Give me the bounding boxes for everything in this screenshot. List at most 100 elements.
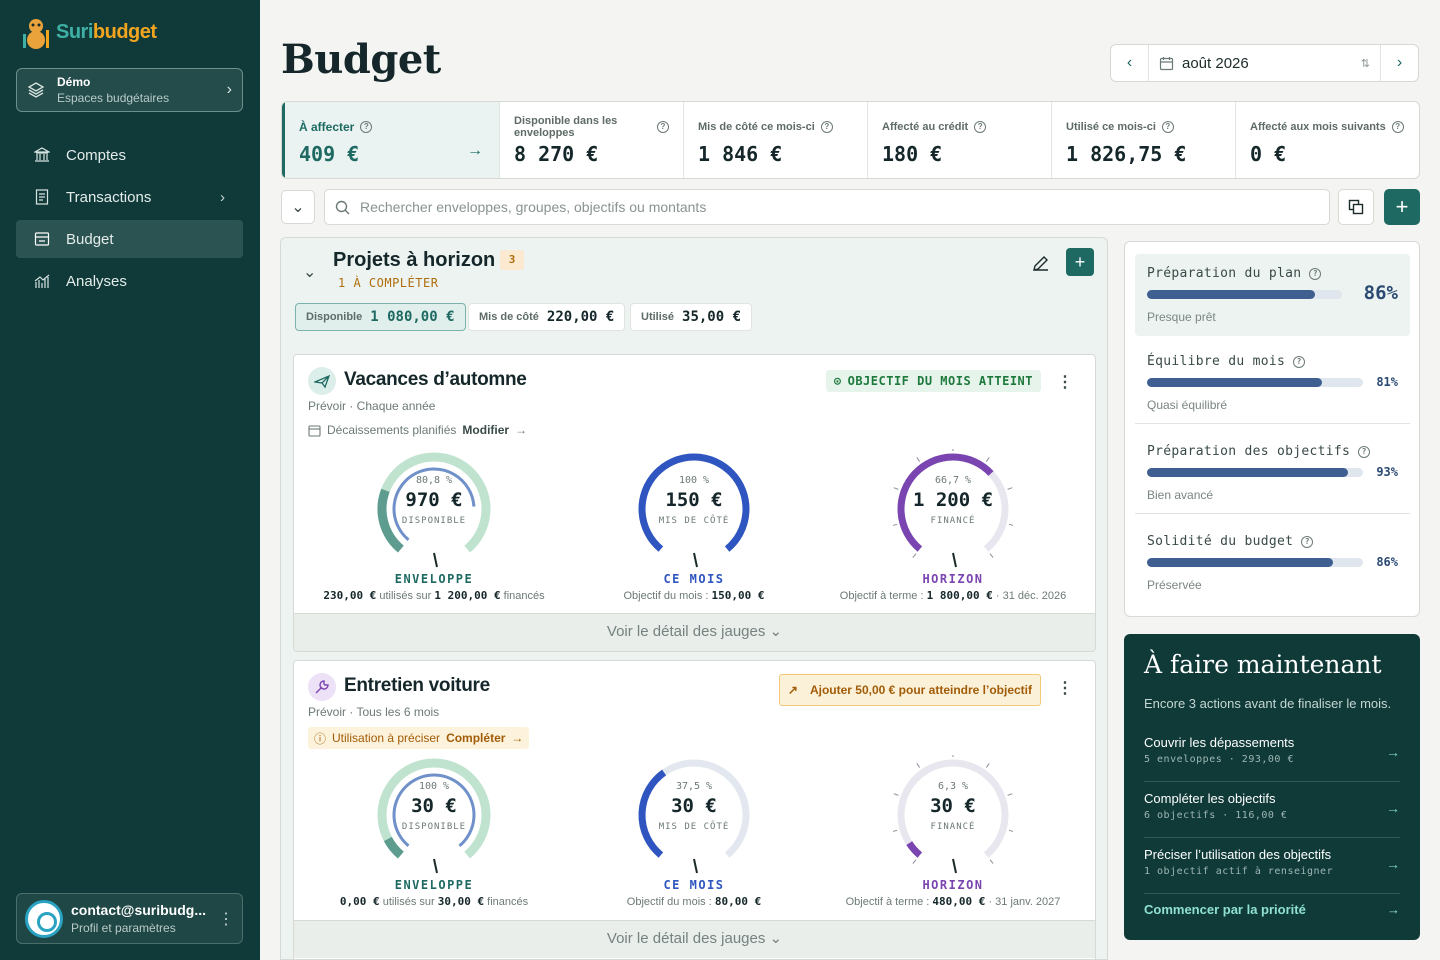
more-vertical-icon[interactable]: ⋮ [1057,374,1073,391]
nav-item-comptes[interactable]: Comptes [16,136,243,174]
gauge-horizon: 66,7 % 1 200 € FINANCÉ HORIZON Objectif … [833,449,1073,609]
gauge-caption: MIS DE CÔTÉ [658,516,730,526]
gauge-kind: HORIZON [922,572,984,586]
health-percent: 93% [1376,465,1398,479]
help-icon[interactable]: ? [1293,355,1306,368]
arrow-right-icon: → [1386,800,1400,816]
envelope-title[interactable]: Vacances d’automne [344,369,527,390]
airplane-icon [314,374,330,389]
nav-label: Transactions [66,188,152,206]
help-icon[interactable]: ? [1391,121,1404,133]
chip-value: 220,00 € [546,309,615,325]
receipt-icon [35,189,49,205]
gauge-amount: 1 200 € [912,489,994,511]
chevron-down-icon: ⌄ [291,199,305,216]
add-amount-button[interactable]: ↗ Ajouter 50,00 € pour atteindre l’object… [778,674,1041,706]
app-logo[interactable]: Suribudget [20,14,157,50]
nav-item-analyses[interactable]: Analyses [16,262,243,300]
gauge-tick [912,553,917,558]
gauge-needle [433,858,438,874]
start-priority-button[interactable]: Commencer par la priorité → [1144,902,1400,917]
help-icon[interactable]: ? [974,121,987,133]
arrow-right-icon: → [467,142,483,159]
gauge-percent: 6,3 % [937,781,969,792]
gauge-amount: 30 € [411,795,457,817]
gauge-details-toggle[interactable]: Voir le détail des jauges ⌄ [294,920,1095,958]
gauge-value-arc [897,453,994,552]
gauge-footnote: Objectif à terme : 1 800,00 € · 31 déc. … [839,589,1067,602]
gauge-tick [985,763,990,768]
help-icon[interactable]: ? [820,121,833,133]
gauge-ring [893,755,1013,874]
month-select[interactable]: août 2026 ⇅ [1148,45,1381,81]
more-vertical-icon[interactable]: ⋮ [218,910,234,928]
pencil-icon[interactable] [1031,253,1051,273]
gauge-needle [952,552,957,568]
nav-item-transactions[interactable]: Transactions › [16,178,243,216]
gauge-needle [433,552,438,568]
chip-disponible: Disponible 1 080,00 € [295,303,466,331]
help-icon[interactable]: ? [360,121,373,133]
envelope-card: Entretien voiture Prévoir · Tous les 6 m… [293,660,1096,959]
envelope-subtitle: Prévoir · Tous les 6 mois [308,705,440,719]
complete-link[interactable]: Compléter [446,731,506,745]
workspace-switcher[interactable]: Démo Espaces budgétaires › [16,68,243,112]
search-input[interactable]: Rechercher enveloppes, groupes, objectif… [324,189,1330,225]
gauge-kind: CE MOIS [663,878,725,892]
stat-value: 8 270 € [514,142,599,166]
help-icon[interactable]: ? [1309,267,1322,280]
copy-button[interactable] [1338,189,1374,225]
help-icon[interactable]: ? [1161,121,1174,133]
envelope-title[interactable]: Entretien voiture [344,675,490,696]
gauge-tick [985,457,990,462]
help-icon[interactable]: ? [1358,445,1371,458]
gauge-caption: DISPONIBLE [401,822,467,832]
health-progress-bar [1147,558,1363,567]
health-item-equilibre: Équilibre du mois? 81% Quasi équilibré [1135,342,1410,424]
gauge-tick [916,763,921,768]
page-title: Budget [281,36,441,83]
stat-value: 1 846 € [698,142,783,166]
help-icon[interactable]: ? [657,121,669,133]
gauge-details-toggle[interactable]: Voir le détail des jauges ⌄ [294,613,1095,651]
gauge-caption: FINANCÉ [930,516,976,526]
envelope-card: Vacances d’automne Prévoir · Chaque anné… [293,354,1096,652]
stat-value: 1 826,75 € [1066,142,1187,166]
health-progress-fill [1147,378,1322,387]
copy-icon [1348,199,1364,215]
gauge-track [897,759,1009,858]
add-button[interactable]: + [1384,189,1420,225]
chevron-down-icon[interactable]: ⌄ [303,264,317,281]
gauge-tick [893,523,898,526]
gauge-caption: FINANCÉ [930,822,976,832]
gauge-needle [693,552,698,568]
meerkat-logo-icon [23,19,49,49]
stat-utilise: Utilisé ce mois-ci? 1 826,75 € [1052,102,1236,178]
chart-icon [34,274,50,288]
chip-label: Mis de côté [479,311,539,323]
stat-a-affecter[interactable]: À affecter? 409 € → [282,102,500,178]
chevron-down-icon: ⌄ [769,623,783,640]
stat-label: Mis de côté ce mois-ci [698,121,815,133]
todo-item[interactable]: Compléter les objectifs 6 objectifs · 11… [1144,782,1400,838]
more-vertical-icon[interactable]: ⋮ [1057,680,1073,697]
previous-month-button[interactable]: ‹ [1111,45,1148,81]
chevron-left-icon: ‹ [1126,54,1133,71]
help-icon[interactable]: ? [1301,535,1314,548]
stat-label: À affecter [299,120,355,134]
collapse-all-button[interactable]: ⌄ [281,190,315,224]
todo-item[interactable]: Couvrir les dépassements 5 enveloppes · … [1144,726,1400,782]
app-name: Suribudget [56,20,157,43]
health-title: Préparation des objectifs [1147,444,1351,459]
next-month-button[interactable]: › [1381,45,1418,81]
modify-link[interactable]: Modifier [462,423,510,437]
profile-card[interactable]: contact@suribudg... Profil et paramètres… [16,893,243,944]
nav-label: Analyses [66,272,127,290]
gauge-enveloppe: 100 % 30 € DISPONIBLE ENVELOPPE 0,00 € u… [314,755,554,915]
stat-label: Utilisé ce mois-ci [1066,121,1156,133]
nav-item-budget[interactable]: Budget [16,220,243,258]
todo-item-detail: 5 enveloppes · 293,00 € [1144,754,1294,765]
todo-item[interactable]: Préciser l’utilisation des objectifs 1 o… [1144,838,1400,894]
group-status: 1 À COMPLÉTER [338,276,439,290]
add-envelope-button[interactable]: + [1066,248,1094,276]
